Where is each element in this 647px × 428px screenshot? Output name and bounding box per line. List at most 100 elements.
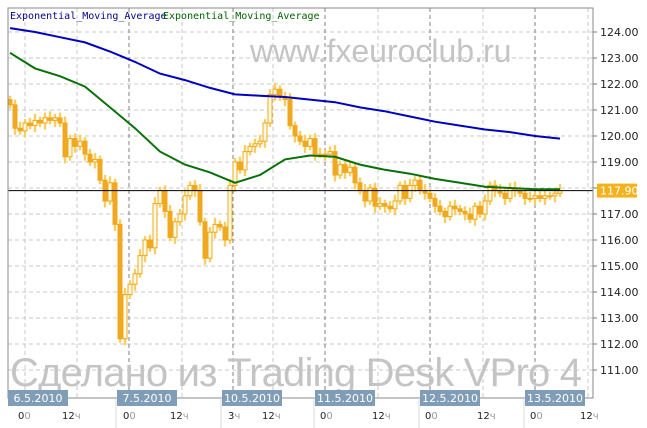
candle-body-up (257, 140, 263, 145)
candle (387, 201, 393, 213)
candle-body-down (417, 179, 423, 192)
candle (52, 113, 58, 127)
candle (457, 204, 463, 216)
candle (192, 180, 198, 198)
candle (472, 202, 478, 226)
candle-body-up (182, 195, 188, 215)
candle-body-down (197, 190, 203, 223)
candle (82, 137, 88, 161)
candle-body-down (402, 184, 408, 199)
candle-body-down (287, 99, 293, 127)
candle-body-down (427, 192, 433, 199)
date-label-box (525, 390, 585, 406)
candle-body-down (477, 205, 483, 215)
candle (217, 220, 223, 231)
candle-body-up (272, 88, 278, 95)
candle (132, 268, 138, 291)
candle (202, 217, 208, 265)
candle (242, 145, 248, 177)
candle (227, 178, 233, 244)
candle (17, 121, 23, 135)
candle-body-up (142, 239, 148, 257)
candle-body-down (47, 117, 53, 121)
hour-label: 3ч (228, 411, 240, 422)
candle (137, 249, 143, 278)
hour-label: 00 (425, 411, 438, 422)
candle-body-up (412, 179, 418, 186)
hour-label: 00 (123, 411, 136, 422)
candle-body-down (167, 210, 173, 238)
candle (367, 184, 373, 205)
candle-body-down (312, 138, 318, 155)
candle (392, 194, 398, 216)
candle (382, 199, 388, 213)
candle-body-up (487, 184, 493, 202)
hour-label: 12ч (580, 411, 599, 422)
candle-body-up (552, 192, 558, 197)
candle-body-down (537, 195, 543, 199)
hour-label: 00 (18, 411, 31, 422)
candle-body-up (152, 203, 158, 249)
candle (442, 207, 448, 224)
candle (432, 193, 438, 213)
candle-body-down (237, 161, 243, 171)
candle (397, 181, 403, 205)
candle-body-down (202, 221, 208, 259)
candle (337, 160, 343, 179)
candle (447, 201, 453, 221)
candle-body-up (212, 223, 218, 233)
candle (347, 160, 353, 177)
date-label: 6.5.2010 (14, 392, 63, 405)
candle-body-down (192, 184, 198, 192)
candle-body-down (162, 190, 168, 212)
candle (182, 189, 188, 221)
candle-body-down (387, 205, 393, 210)
ema-slow-line (9, 27, 561, 140)
candle (117, 219, 123, 343)
svg-text:117.90: 117.90 (600, 185, 639, 198)
candle (127, 280, 133, 299)
hour-label: 00 (320, 411, 333, 422)
candle (362, 184, 368, 208)
candle-body-up (242, 151, 248, 171)
candle (542, 189, 548, 205)
candle (297, 130, 303, 146)
date-label-box (222, 390, 282, 406)
candle (452, 199, 458, 216)
grid (8, 8, 593, 398)
candle (147, 234, 153, 252)
ema-fast-line (9, 51, 560, 191)
candle-body-down (457, 208, 463, 212)
candle-body-up (92, 158, 98, 163)
candle-body-up (367, 187, 373, 202)
candle (27, 117, 33, 130)
candle (262, 119, 268, 148)
candle-body-down (332, 151, 338, 176)
candle (232, 158, 238, 192)
date-label-box (117, 390, 177, 406)
candle-body-up (207, 231, 213, 259)
candle-body-down (352, 166, 358, 184)
candle (477, 201, 483, 218)
candle-body-up (307, 138, 313, 147)
candle-body-up (232, 161, 238, 186)
y-tick-label: 124.00 (600, 26, 639, 39)
candle (342, 159, 348, 179)
date-label-box (315, 390, 375, 406)
candle (207, 227, 213, 263)
candle-body-up (262, 122, 268, 142)
candle-body-up (447, 205, 453, 218)
candle-body-up (132, 273, 138, 285)
candle-body-down (297, 135, 303, 142)
candle (422, 184, 428, 200)
candle (12, 99, 18, 135)
candle-body-down (372, 187, 378, 207)
candle-body-down (87, 153, 93, 163)
candle (292, 121, 298, 143)
candle (102, 175, 108, 208)
candle-body-down (97, 158, 103, 181)
candle-body-up (267, 93, 273, 124)
hour-label: 12ч (170, 411, 189, 422)
candle (97, 155, 103, 185)
